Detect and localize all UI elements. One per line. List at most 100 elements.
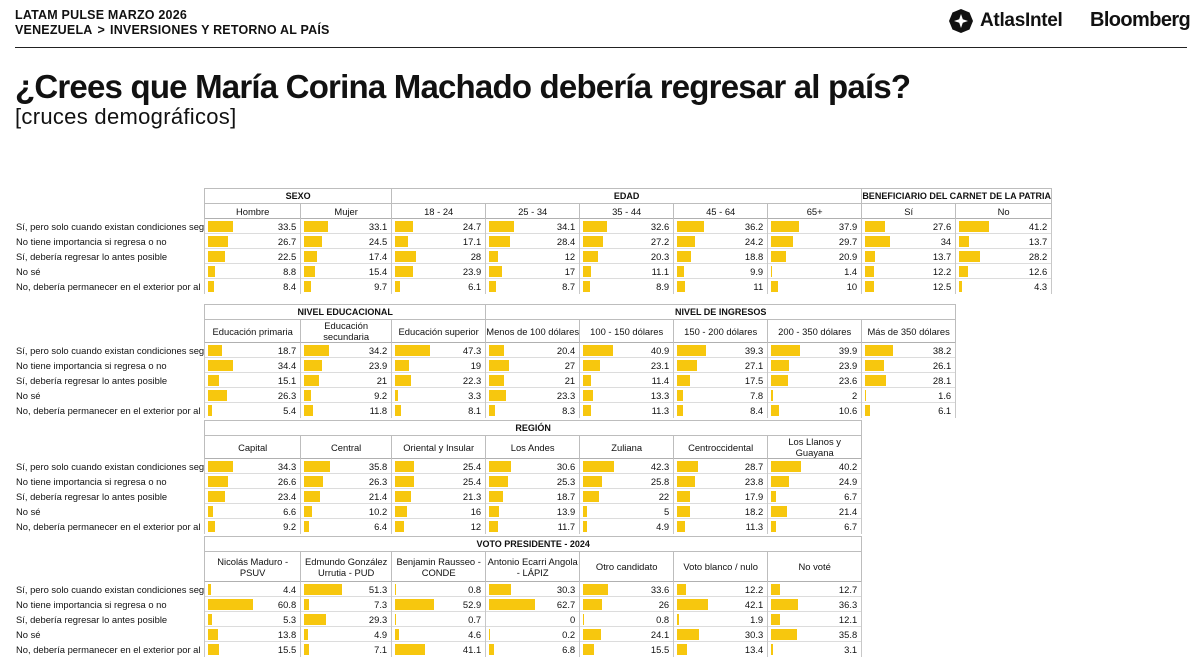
- data-label: 18.7: [277, 345, 297, 356]
- data-cell: 18.7: [485, 488, 581, 504]
- data-bar: [865, 221, 886, 232]
- data-label: 23.9: [838, 360, 858, 371]
- table-row: Sí, pero solo cuando existan condiciones…: [12, 581, 863, 597]
- data-label: 28.1: [932, 375, 952, 386]
- data-bar: [865, 360, 885, 371]
- data-label: 6.7: [844, 491, 858, 502]
- data-bar: [304, 236, 323, 247]
- data-label: 8.4: [750, 405, 764, 416]
- data-label: 13.7: [932, 251, 952, 262]
- data-label: 36.3: [838, 599, 858, 610]
- data-label: 1.6: [938, 390, 952, 401]
- table-row: Sí, debería regresar lo antes posible 23.…: [12, 488, 863, 504]
- data-bar: [208, 584, 212, 595]
- data-label: 8.4: [283, 281, 297, 292]
- data-cell: 21.4: [767, 503, 863, 519]
- corner-cell: [12, 552, 205, 582]
- data-bar: [677, 491, 691, 502]
- data-label: 3.3: [468, 390, 482, 401]
- data-cell: 12.5: [861, 278, 957, 294]
- data-bar: [583, 251, 598, 262]
- row-label: Sí, pero solo cuando existan condiciones…: [12, 458, 206, 474]
- data-bar: [395, 405, 402, 416]
- data-cell: 41.1: [391, 641, 487, 657]
- column-header: Nicolás Maduro - PSUV: [204, 551, 302, 582]
- table-row: No, debería permanecer en el exterior po…: [12, 402, 957, 418]
- data-label: 21: [376, 375, 388, 386]
- data-cell: 6.1: [861, 402, 957, 418]
- data-label: 24.9: [838, 476, 858, 487]
- row-label: No sé: [12, 263, 206, 279]
- data-bar: [304, 506, 312, 517]
- column-header: No: [955, 203, 1053, 219]
- data-label: 6.6: [283, 506, 297, 517]
- data-bar: [395, 629, 399, 640]
- data-bar: [677, 375, 690, 386]
- data-label: 21.4: [368, 491, 388, 502]
- data-cell: 12.2: [673, 581, 769, 597]
- data-bar: [677, 476, 695, 487]
- data-bar: [208, 345, 222, 356]
- row-label: Sí, pero solo cuando existan condiciones…: [12, 342, 206, 358]
- data-label: 24.5: [368, 236, 388, 247]
- data-cell: 23.4: [204, 488, 302, 504]
- data-label: 19: [470, 360, 482, 371]
- data-label: 27.6: [932, 221, 952, 232]
- data-label: 6.1: [938, 405, 952, 416]
- group-header: BENEFICIARIO DEL CARNET DE LA PATRIA: [861, 188, 1053, 204]
- data-cell: 1.6: [861, 387, 957, 403]
- data-bar: [583, 345, 614, 356]
- data-label: 18.7: [556, 491, 576, 502]
- data-cell: 12.7: [767, 581, 863, 597]
- data-label: 11.3: [745, 521, 764, 532]
- data-bar: [304, 345, 330, 356]
- data-bar: [304, 629, 308, 640]
- data-bar: [208, 375, 220, 386]
- data-label: 30.6: [556, 461, 576, 472]
- data-cell: 9.9: [673, 263, 769, 279]
- data-bar: [489, 476, 508, 487]
- data-bar: [865, 390, 867, 401]
- data-label: 22: [658, 491, 670, 502]
- data-bar: [395, 266, 413, 277]
- column-header: Antonio Ecarri Angola - LÁPIZ: [485, 551, 581, 582]
- data-label: 21.3: [462, 491, 482, 502]
- data-cell: 8.4: [673, 402, 769, 418]
- row-label: No tiene importancia si regresa o no: [12, 233, 206, 249]
- data-cell: 30.3: [673, 626, 769, 642]
- data-label: 22.3: [462, 375, 482, 386]
- data-cell: 7.3: [300, 596, 393, 612]
- data-label: 40.2: [838, 461, 858, 472]
- data-cell: 16: [391, 503, 487, 519]
- data-label: 16: [470, 506, 482, 517]
- data-cell: 22: [579, 488, 675, 504]
- data-cell: 29.7: [767, 233, 863, 249]
- data-label: 27.2: [650, 236, 670, 247]
- data-label: 11.1: [651, 266, 670, 277]
- data-bar: [208, 491, 226, 502]
- data-bar: [489, 345, 505, 356]
- data-bar: [395, 360, 410, 371]
- data-label: 4.9: [374, 629, 388, 640]
- data-label: 42.3: [650, 461, 670, 472]
- data-label: 8.9: [656, 281, 670, 292]
- column-header: Otro candidato: [579, 551, 675, 582]
- column-header: 100 - 150 dólares: [579, 319, 675, 343]
- data-bar: [959, 221, 990, 232]
- data-bar: [489, 599, 535, 610]
- column-header: Sí: [861, 203, 957, 219]
- data-label: 0: [569, 614, 576, 625]
- data-label: 42.1: [744, 599, 764, 610]
- data-cell: 20.9: [767, 248, 863, 264]
- data-cell: 7.1: [300, 641, 393, 657]
- report-header: LATAM PULSE MARZO 2026 VENEZUELA > INVERSI…: [15, 8, 1191, 48]
- data-label: 40.9: [650, 345, 670, 356]
- data-bar: [583, 476, 602, 487]
- row-label: Sí, debería regresar lo antes posible: [12, 372, 206, 388]
- column-header: Centroccidental: [673, 435, 769, 459]
- data-bar: [304, 281, 312, 292]
- corner-cell: [12, 436, 205, 459]
- data-bar: [771, 629, 798, 640]
- data-label: 34.1: [556, 221, 576, 232]
- data-cell: 12.1: [767, 611, 863, 627]
